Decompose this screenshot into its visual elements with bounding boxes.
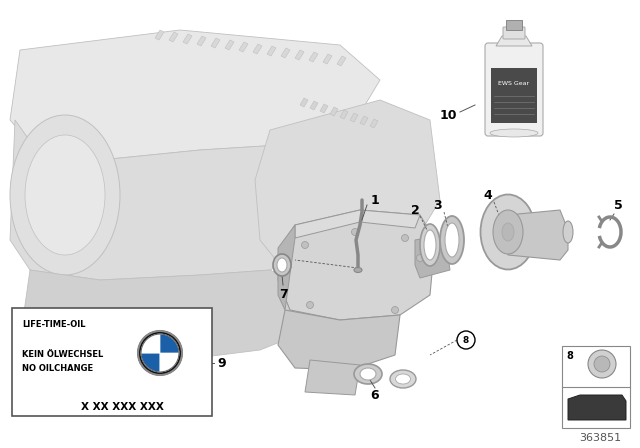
Ellipse shape (445, 223, 459, 257)
Polygon shape (568, 395, 626, 420)
Polygon shape (337, 56, 346, 66)
Ellipse shape (502, 223, 514, 241)
Polygon shape (415, 235, 450, 278)
Polygon shape (211, 38, 220, 48)
Polygon shape (267, 46, 276, 56)
Circle shape (588, 350, 616, 378)
Text: 8: 8 (463, 336, 469, 345)
Ellipse shape (563, 221, 573, 243)
Bar (506, 20, 522, 30)
Polygon shape (305, 360, 360, 395)
FancyBboxPatch shape (562, 346, 630, 428)
Polygon shape (323, 54, 332, 64)
Polygon shape (225, 40, 234, 50)
Ellipse shape (440, 216, 464, 264)
Circle shape (307, 302, 314, 309)
Circle shape (594, 356, 610, 372)
Polygon shape (197, 36, 206, 46)
Polygon shape (508, 210, 568, 260)
Wedge shape (141, 353, 160, 372)
Circle shape (301, 241, 308, 249)
Polygon shape (169, 32, 178, 42)
Polygon shape (281, 48, 290, 58)
Text: 3: 3 (434, 198, 442, 211)
Polygon shape (183, 34, 192, 44)
Polygon shape (496, 36, 532, 46)
FancyBboxPatch shape (12, 308, 212, 416)
Polygon shape (10, 30, 380, 160)
Circle shape (351, 228, 358, 236)
Polygon shape (10, 120, 310, 280)
Text: 4: 4 (484, 189, 492, 202)
Ellipse shape (354, 267, 362, 272)
Circle shape (457, 331, 475, 349)
Text: 8: 8 (566, 351, 573, 361)
Polygon shape (295, 50, 304, 60)
Polygon shape (340, 110, 348, 119)
FancyBboxPatch shape (503, 27, 525, 39)
Text: KEIN ÖLWECHSEL: KEIN ÖLWECHSEL (22, 350, 103, 359)
Ellipse shape (25, 135, 105, 255)
Polygon shape (295, 210, 420, 238)
Text: NO OILCHANGE: NO OILCHANGE (22, 364, 93, 373)
Polygon shape (330, 107, 338, 116)
Ellipse shape (277, 258, 287, 272)
Circle shape (417, 254, 424, 262)
Polygon shape (300, 98, 308, 107)
Polygon shape (155, 30, 164, 40)
Wedge shape (160, 334, 179, 353)
Text: 6: 6 (371, 388, 380, 401)
Text: EWS Gear: EWS Gear (499, 81, 529, 86)
Ellipse shape (10, 115, 120, 275)
Ellipse shape (273, 254, 291, 276)
Circle shape (138, 331, 182, 375)
Ellipse shape (396, 374, 410, 384)
Ellipse shape (481, 194, 536, 270)
FancyBboxPatch shape (491, 68, 537, 123)
Wedge shape (141, 334, 160, 353)
Text: LIFE-TIME-OIL: LIFE-TIME-OIL (22, 320, 86, 329)
Circle shape (392, 306, 399, 314)
FancyBboxPatch shape (485, 43, 543, 136)
Text: 9: 9 (218, 357, 227, 370)
Text: X XX XXX XXX: X XX XXX XXX (81, 402, 163, 412)
Text: 2: 2 (411, 203, 419, 216)
Polygon shape (278, 310, 400, 370)
Ellipse shape (420, 224, 440, 266)
Ellipse shape (354, 364, 382, 384)
Polygon shape (278, 210, 435, 320)
Ellipse shape (360, 368, 376, 380)
Wedge shape (160, 353, 179, 372)
Polygon shape (278, 225, 295, 310)
Ellipse shape (493, 210, 523, 254)
Polygon shape (360, 116, 368, 125)
Polygon shape (350, 113, 358, 122)
Polygon shape (255, 100, 440, 270)
Text: 5: 5 (614, 198, 622, 211)
Polygon shape (309, 52, 318, 62)
Polygon shape (239, 42, 248, 52)
Ellipse shape (424, 230, 436, 260)
Polygon shape (370, 119, 378, 128)
Polygon shape (320, 104, 328, 113)
Text: 1: 1 (371, 194, 380, 207)
Ellipse shape (390, 370, 416, 388)
Polygon shape (310, 101, 318, 110)
Circle shape (401, 234, 408, 241)
Text: 10: 10 (439, 108, 457, 121)
Polygon shape (20, 270, 310, 360)
Polygon shape (253, 44, 262, 54)
Ellipse shape (490, 129, 538, 137)
Text: 363851: 363851 (579, 433, 621, 443)
Text: 7: 7 (278, 288, 287, 301)
